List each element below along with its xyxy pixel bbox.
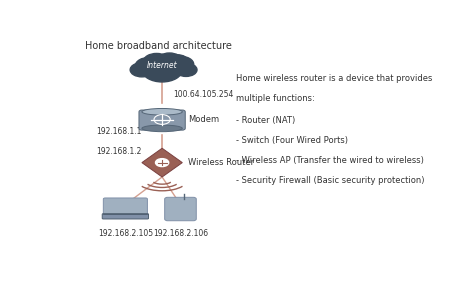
Circle shape [135, 57, 163, 74]
Text: 192.168.2.105: 192.168.2.105 [98, 229, 153, 238]
FancyBboxPatch shape [164, 197, 196, 221]
Text: 192.168.1.2: 192.168.1.2 [96, 147, 141, 156]
Polygon shape [137, 68, 191, 72]
Text: - Switch (Four Wired Ports): - Switch (Four Wired Ports) [236, 136, 347, 145]
Circle shape [130, 63, 154, 77]
Circle shape [157, 53, 182, 68]
Text: 192.168.1.1: 192.168.1.1 [96, 127, 141, 136]
Text: Wireless Router: Wireless Router [188, 158, 254, 167]
Text: - Security Firewall (Basic security protection): - Security Firewall (Basic security prot… [236, 176, 424, 185]
Text: Internet: Internet [147, 61, 177, 70]
Text: Modem: Modem [188, 115, 219, 124]
Circle shape [155, 159, 169, 166]
Ellipse shape [142, 108, 182, 115]
Ellipse shape [142, 125, 182, 132]
Circle shape [167, 56, 194, 72]
Text: Home broadband architecture: Home broadband architecture [85, 41, 232, 51]
Text: - Router (NAT): - Router (NAT) [236, 116, 295, 125]
Text: Home wireless router is a device that provides: Home wireless router is a device that pr… [236, 74, 432, 83]
Text: 192.168.2.106: 192.168.2.106 [153, 229, 208, 238]
FancyBboxPatch shape [139, 110, 185, 130]
Text: multiple functions:: multiple functions: [236, 94, 314, 103]
Circle shape [142, 58, 182, 82]
Text: 100.64.105.254: 100.64.105.254 [173, 90, 234, 98]
FancyBboxPatch shape [103, 198, 147, 217]
Circle shape [175, 63, 197, 76]
FancyBboxPatch shape [102, 214, 148, 219]
Circle shape [167, 55, 188, 67]
Text: - Wireless AP (Transfer the wired to wireless): - Wireless AP (Transfer the wired to wir… [236, 156, 423, 165]
Polygon shape [142, 148, 182, 177]
Circle shape [143, 53, 170, 69]
Circle shape [160, 56, 191, 75]
